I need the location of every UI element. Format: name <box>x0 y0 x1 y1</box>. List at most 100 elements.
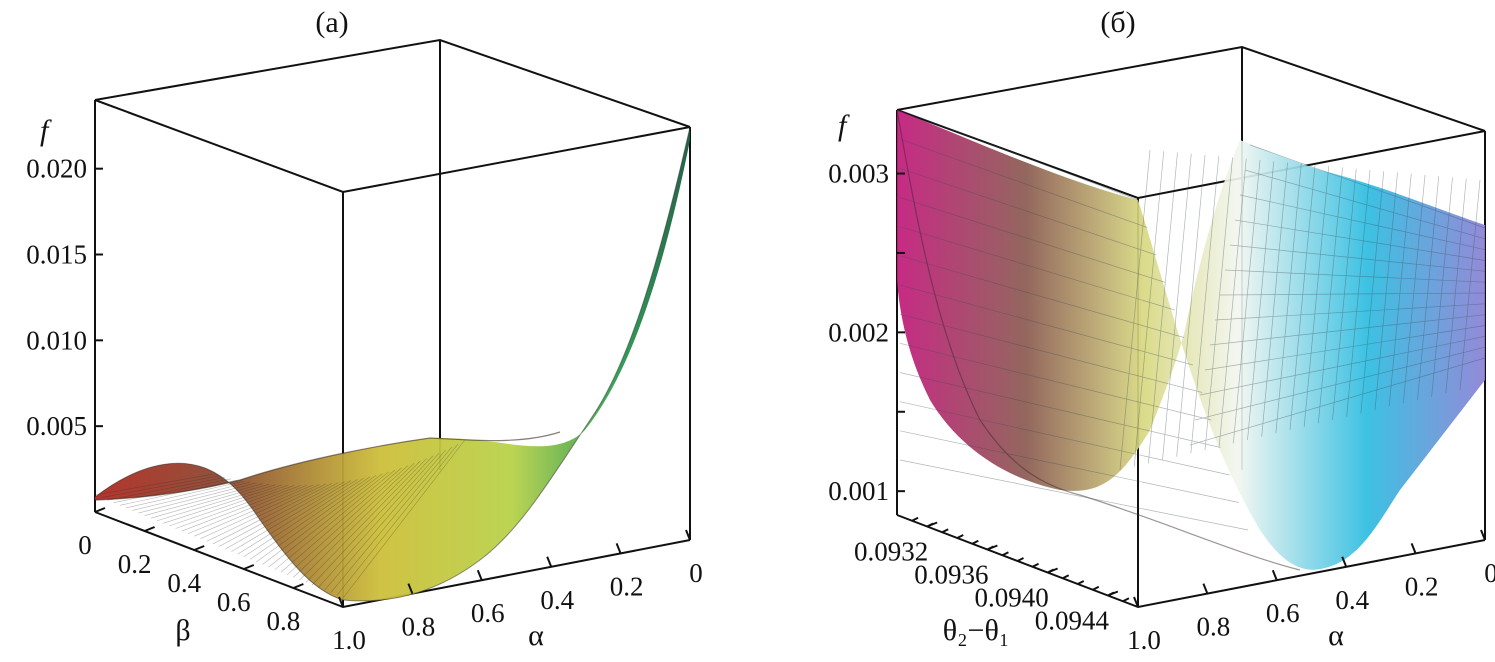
panel-b-mesh-line <box>1239 194 1486 251</box>
panel-a-mesh-line <box>150 484 270 519</box>
panel-a-mesh-line <box>175 485 295 529</box>
panel-b-mesh-line <box>899 284 1194 366</box>
panel-b-mesh <box>899 109 1486 531</box>
panel-a-y-tick-mark <box>144 526 155 532</box>
panel-b-mesh-line <box>899 226 1175 311</box>
panel-a-box-back <box>94 38 691 128</box>
panel-a-x-tick-label: 0.8 <box>402 612 436 642</box>
panel-a-x-label: α <box>528 619 544 652</box>
panel-b-mesh-line <box>1147 152 1178 464</box>
panel-b-box-back <box>896 45 1486 132</box>
panel-a-y-tick-mark <box>243 564 255 570</box>
panel-b-mesh-line <box>1431 177 1453 397</box>
panel-a: (a) f 0.005 0.010 0.015 0.020 0 0.2 0.4 0.6 0.8 <box>26 6 703 655</box>
panel-b-y-minor-tick <box>1122 597 1130 603</box>
panel-b-mesh-line <box>1303 166 1330 427</box>
panel-b-mesh-line <box>1459 179 1481 391</box>
panel-b-mesh-line <box>1234 219 1486 261</box>
panel-b-y-minor-tick <box>1017 557 1024 562</box>
panel-b-mesh-line <box>899 197 1166 283</box>
panel-a-mesh-line <box>125 480 244 509</box>
panel-b-z-tick-label: 0.001 <box>828 476 889 506</box>
panel-a-x-axis: 1.0 0.8 0.6 0.4 0.2 0 α <box>332 529 703 655</box>
panel-b-mesh-line <box>1317 167 1343 424</box>
panel-b-x-tick-mark <box>1133 596 1139 608</box>
panel-b-mesh-line <box>899 372 1221 448</box>
panel-b-mesh-line <box>899 168 1157 256</box>
panel-a-z-tick-label: 0.005 <box>26 411 87 441</box>
panel-a-surface-fill <box>95 127 690 601</box>
panel-b-x-tick-mark <box>1202 583 1209 594</box>
panel-a-mesh-line <box>317 452 440 588</box>
panel-a-mesh-line <box>324 449 446 591</box>
panel-b-x-tick-label: 0.4 <box>1335 585 1369 615</box>
panel-a-z-tick-label: 0.010 <box>26 325 87 355</box>
panel-b-mesh-line <box>1162 153 1192 461</box>
panel-b-surface-fill <box>897 110 1485 570</box>
panel-a-mesh-line <box>212 483 333 545</box>
panel-b-mesh-line <box>899 138 1148 228</box>
panel-b-label: (б) <box>1100 6 1135 39</box>
panel-a-x-tick-label: 0.4 <box>540 585 574 615</box>
panel-a-mesh-line <box>336 443 459 596</box>
panel-a-mesh-line <box>262 473 383 565</box>
panel-b-mesh-line <box>1360 171 1385 414</box>
panel-a-y-tick-mark <box>94 507 106 513</box>
panel-b-mesh-line <box>1445 178 1467 394</box>
panel-b-y-minor-tick <box>956 534 964 539</box>
panel-b-mesh-line <box>1218 158 1247 447</box>
panel-a-mesh-line <box>299 460 421 581</box>
panel-a-surface-back-edge <box>94 431 561 501</box>
panel-b-mesh-line <box>899 459 1249 531</box>
panel-a-mesh-line <box>237 479 358 555</box>
panel-a-mesh-line <box>280 467 402 573</box>
panel-b-x-tick-mark <box>1410 543 1417 554</box>
panel-a-mesh-line <box>187 485 307 534</box>
panel-b-mesh-line <box>1176 154 1206 457</box>
panel-b-mesh-line <box>899 401 1230 476</box>
panel-b-y-minor-tick <box>986 545 994 551</box>
panel-b-mesh-line <box>899 342 1212 421</box>
panel-b: (б) f 0.001 0.002 0.003 0.09320.09360.0940… <box>828 6 1495 655</box>
panel-a-mesh-line <box>243 477 364 558</box>
panel-b-mesh-line <box>1119 149 1151 471</box>
panel-a-mesh-line <box>194 484 314 537</box>
panel-a-x-tick-label: 0 <box>689 558 703 588</box>
panel-b-y-tick-label: 0.0932 <box>854 537 928 567</box>
panel-a-mesh-line <box>225 481 345 550</box>
panel-b-z-tick-label: 0.002 <box>828 317 889 347</box>
panel-b-surface-front-edge <box>896 109 1301 571</box>
panel-a-mesh-line <box>286 465 408 576</box>
panel-a-mesh-line <box>218 482 339 547</box>
panel-a-z-axis: f 0.005 0.010 0.015 0.020 <box>26 114 103 441</box>
panel-b-x-tick-label: 0.2 <box>1405 571 1439 601</box>
panel-a-y-axis: 0 0.2 0.4 0.6 0.8 β <box>78 507 304 647</box>
panel-b-y-minor-tick <box>1092 585 1100 591</box>
panel-a-y-tick-label: 0.6 <box>217 587 251 617</box>
panel-a-x-tick-label: 0.2 <box>610 571 644 601</box>
panel-b-mesh-line <box>1417 176 1440 401</box>
panel-a-label: (a) <box>315 6 348 39</box>
panel-a-mesh-line <box>156 484 276 522</box>
panel-b-y-tick-label: 0.0944 <box>1035 606 1110 636</box>
panel-b-mesh-line <box>899 255 1184 338</box>
panel-a-mesh-line <box>311 455 434 586</box>
panel-b-z-axis: f 0.001 0.002 0.003 <box>828 109 905 506</box>
panel-b-x-tick-mark <box>1480 529 1486 541</box>
panel-a-mesh-line <box>305 458 427 583</box>
panel-b-y-minor-tick <box>1107 591 1115 597</box>
panel-a-y-tick-mark <box>193 545 205 551</box>
panel-b-mesh-line <box>1332 168 1357 421</box>
panel-b-mesh-line <box>1261 162 1288 437</box>
panel-a-x-tick-mark <box>685 529 691 541</box>
panel-b-mesh-line <box>1289 164 1316 431</box>
panel-a-mesh-line <box>330 446 453 594</box>
panel-a-y-tick-label: 0.2 <box>118 549 152 579</box>
panel-a-y-tick-label: 0.8 <box>267 606 301 636</box>
panel-b-surface <box>896 109 1486 571</box>
panel-b-mesh-line <box>1249 144 1486 229</box>
panel-a-x-tick-mark <box>407 583 414 594</box>
panel-b-x-axis: 1.0 0.8 0.6 0.4 0.2 0 α <box>1127 529 1495 655</box>
panel-b-mesh-line <box>899 313 1203 393</box>
